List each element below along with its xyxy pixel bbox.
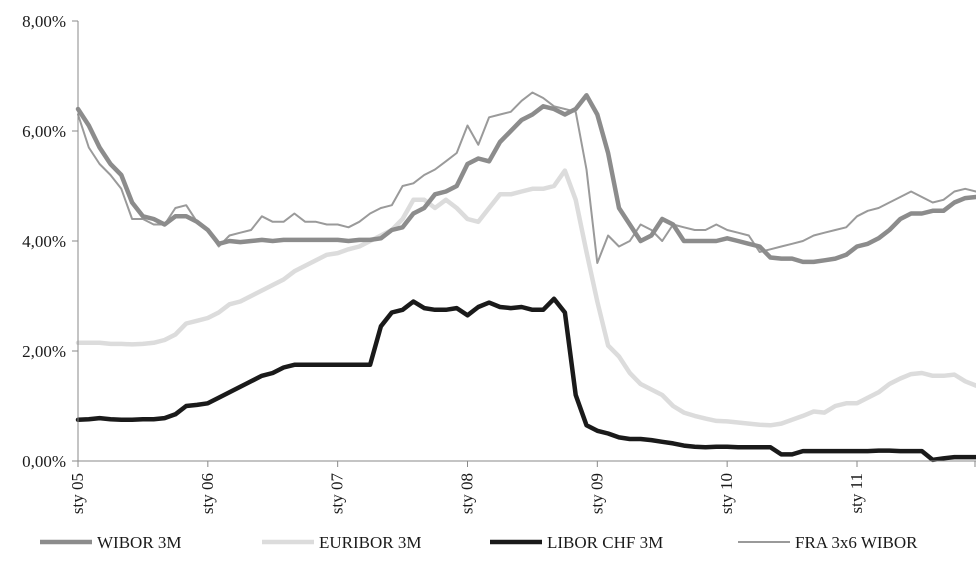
series-line-fra-3x6-wibor	[77, 91, 976, 264]
series-line-libor-chf-3m	[75, 296, 976, 463]
x-tick-label: sty 06	[198, 473, 217, 514]
x-axis-ticks: sty 05 sty 06 sty 07 sty 08 sty 09 sty 10 sty …	[68, 461, 976, 515]
x-tick-label: sty 10	[717, 473, 736, 514]
x-tick-label: sty 09	[587, 473, 606, 514]
y-tick-label: 0,00%	[22, 452, 66, 471]
y-tick-label: 4,00%	[22, 232, 66, 251]
legend-label: LIBOR CHF 3M	[547, 533, 663, 552]
y-tick-label: 8,00%	[22, 12, 66, 31]
y-tick-label: 2,00%	[22, 342, 66, 361]
legend: WIBOR 3M EURIBOR 3M LIBOR CHF 3M FRA 3x6 WI…	[40, 533, 918, 552]
series-lines	[75, 91, 976, 463]
y-tick-label: 6,00%	[22, 122, 66, 141]
legend-label: WIBOR 3M	[97, 533, 182, 552]
series-line-euribor-3m	[75, 168, 976, 428]
x-tick-label: sty 05	[68, 473, 87, 514]
legend-label: EURIBOR 3M	[319, 533, 421, 552]
legend-label: FRA 3x6 WIBOR	[795, 533, 918, 552]
x-tick-label: sty 07	[328, 473, 347, 515]
x-tick-label: sty 08	[457, 473, 476, 514]
series-line-wibor-3m	[75, 93, 976, 265]
y-axis-ticks: 0,00% 2,00% 4,00% 6,00% 8,00%	[22, 12, 78, 471]
x-tick-label: sty 11	[847, 473, 866, 513]
